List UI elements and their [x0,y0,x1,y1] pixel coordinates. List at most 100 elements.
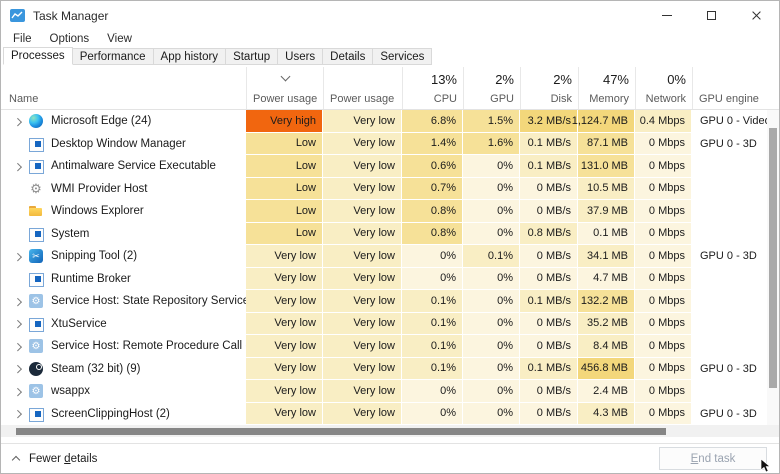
cell-network: 0 Mbps [635,380,692,403]
column-header-cpu[interactable]: 13% CPU [402,67,463,109]
vertical-scrollbar-thumb[interactable] [769,128,777,388]
cell-memory: 132.2 MB [578,290,635,313]
cell-gpu-engine [692,268,779,291]
column-header-power[interactable]: Power usage [246,67,323,109]
cell-gpu: 0% [463,267,520,290]
cell-network: 0 Mbps [635,335,692,358]
cell-memory: 4.7 MB [578,267,635,290]
cell-gpu: 0% [463,402,520,425]
tab-startup[interactable]: Startup [226,48,279,65]
cell-gpu-engine: GPU 0 - 3D [700,137,757,150]
expand-button[interactable] [7,297,28,306]
process-name-cell: WMI Provider Host [1,178,246,201]
menu-item-view[interactable]: View [107,32,132,45]
expand-button[interactable] [7,319,28,328]
process-row[interactable]: Windows Explorer Low Very low 0.8% 0% 0 MB/s 3… [1,200,779,223]
cell-network: 0 Mbps [635,312,692,335]
column-stat-memory: 47% [602,72,629,87]
process-name-cell: Microsoft Edge (24) [1,110,246,133]
minimize-button[interactable] [644,1,689,30]
process-row[interactable]: XtuService Very low Very low 0.1% 0% 0 MB/s 35… [1,312,779,335]
expand-button[interactable] [7,342,28,351]
cell-gpu-engine [692,155,779,178]
process-row[interactable]: System Low Very low 0.8% 0% 0.8 MB/s 0.1 MB 0 M… [1,222,779,245]
tab-services[interactable]: Services [373,48,433,65]
process-name-cell: Runtime Broker [1,268,246,291]
column-stat-gpu: 2% [495,72,514,87]
menu-item-file[interactable]: File [13,32,32,45]
expand-button[interactable] [7,252,28,261]
fewer-details-toggle[interactable]: Fewer details [11,453,97,465]
cell-disk: 0.1 MB/s [520,132,578,155]
cell-trend: Very low [323,335,402,358]
horizontal-scrollbar[interactable] [1,425,779,437]
tab-app-history[interactable]: App history [153,48,227,65]
cell-gpu-engine [692,335,779,358]
cell-memory: 131.0 MB [578,155,635,178]
process-table-body: Microsoft Edge (24) Very high Very low 6.8%… [1,110,779,425]
tab-strip: Processes Performance App history Startup Us… [1,47,779,65]
process-row[interactable]: ScreenClippingHost (2) Very low Very low 0%… [1,402,779,425]
cell-power: Very low [246,335,323,358]
chevron-right-icon [13,117,22,126]
process-name-cell: Service Host: Remote Procedure Call (2) [1,335,246,358]
cell-power: Low [246,155,323,178]
expand-button[interactable] [7,364,28,373]
column-header-trend[interactable]: Power usage tr... [323,67,402,109]
steam-icon [28,361,44,377]
column-header-memory[interactable]: 47% Memory [578,67,635,109]
process-row[interactable]: Runtime Broker Very low Very low 0% 0% 0 MB/s… [1,267,779,291]
tab-performance[interactable]: Performance [72,48,154,65]
cell-gpu-engine: GPU 0 - Video ... [700,115,779,128]
tab-users[interactable]: Users [278,48,324,65]
cell-memory: 4.3 MB [578,402,635,425]
column-header-disk[interactable]: 2% Disk [520,67,578,109]
cell-cpu: 0.1% [402,357,463,380]
cell-trend: Very low [323,110,402,133]
process-row[interactable]: Service Host: Remote Procedure Call (2)V… [1,335,779,358]
process-name: Service Host: Remote Procedure Call (2) [51,340,246,353]
expand-button[interactable] [7,117,28,126]
process-name-cell: Windows Explorer [1,200,246,223]
edge-icon [28,113,44,129]
close-icon [751,10,762,21]
cell-trend: Very low [323,245,402,268]
column-header-network[interactable]: 0% Network [635,67,692,109]
vertical-scrollbar[interactable] [767,110,779,425]
close-button[interactable] [734,1,779,30]
process-name: Snipping Tool (2) [51,250,138,263]
gears-icon [28,181,44,197]
cell-gpu: 0% [463,290,520,313]
cell-power: Very high [246,110,323,133]
maximize-button[interactable] [689,1,734,30]
folder-icon [28,203,44,219]
expand-button[interactable] [7,162,28,171]
column-header-name[interactable]: Name [1,67,246,109]
title-bar[interactable]: Task Manager [1,1,779,30]
cell-disk: 0 MB/s [520,177,578,200]
column-header-engine[interactable]: GPU engine [692,67,779,109]
expand-button[interactable] [7,409,28,418]
column-label-trend: Power usage tr... [330,93,396,105]
process-row[interactable]: Service Host: State Repository ServiceVe… [1,290,779,313]
cell-network: 0 Mbps [635,290,692,313]
cell-disk: 0 MB/s [520,200,578,223]
process-row[interactable]: Steam (32 bit) (9) Very low Very low 0.1% 0%… [1,357,779,380]
tab-details[interactable]: Details [323,48,374,65]
cell-network: 0 Mbps [635,267,692,290]
process-row[interactable]: Antimalware Service Executable Low Very lo… [1,155,779,178]
process-row[interactable]: Microsoft Edge (24) Very high Very low 6.8%… [1,110,779,133]
cell-gpu: 0% [463,177,520,200]
horizontal-scrollbar-thumb[interactable] [16,427,666,435]
process-name: Runtime Broker [51,272,131,285]
process-row[interactable]: Desktop Window Manager Low Very low 1.4% 1.6… [1,132,779,155]
window-icon [28,136,44,152]
menu-item-options[interactable]: Options [49,32,90,45]
end-task-button[interactable]: End task [659,447,767,470]
tab-processes[interactable]: Processes [3,47,73,65]
column-header-gpu[interactable]: 2% GPU [463,67,520,109]
expand-button[interactable] [7,387,28,396]
